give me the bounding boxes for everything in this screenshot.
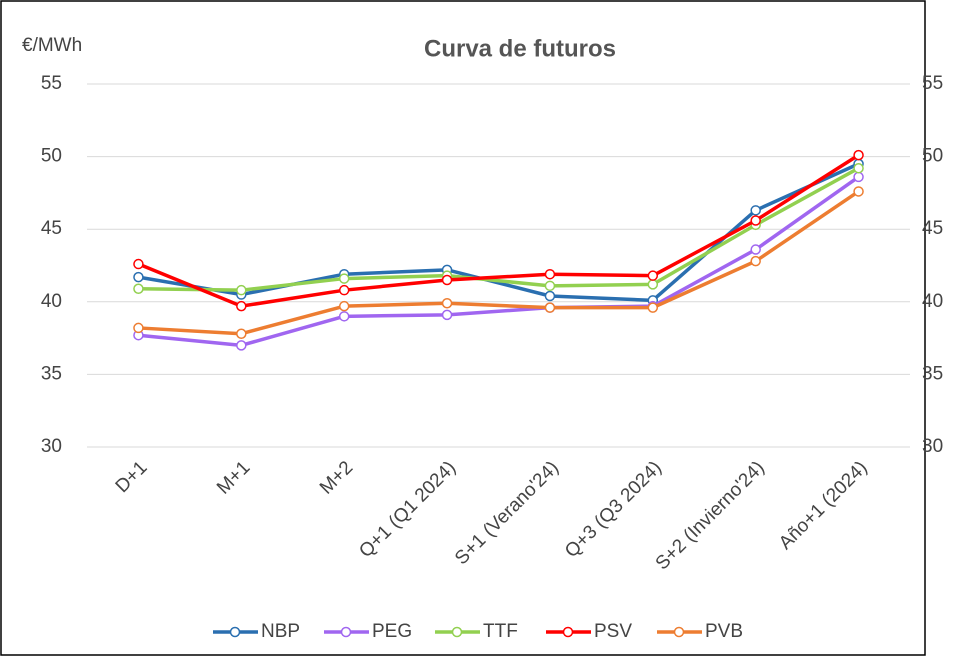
y-axis-label: €/MWh xyxy=(22,35,82,56)
legend-marker xyxy=(562,626,574,638)
point-marker xyxy=(853,186,864,197)
point-marker xyxy=(853,162,864,174)
point-marker xyxy=(133,258,144,270)
point-marker xyxy=(647,279,659,290)
point-marker xyxy=(647,270,659,281)
point-marker xyxy=(236,328,247,339)
legend-label: PEG xyxy=(372,621,412,642)
point-marker xyxy=(236,340,247,351)
point-marker xyxy=(853,171,864,183)
y-tick-label: 55 xyxy=(41,73,62,94)
y-tick-label: 45 xyxy=(41,218,62,239)
legend-marker xyxy=(340,626,352,638)
point-marker xyxy=(750,205,761,216)
point-marker xyxy=(338,300,350,312)
point-marker xyxy=(750,255,761,267)
legend-label: NBP xyxy=(261,621,300,642)
series-line xyxy=(138,175,860,348)
y2-tick-label: 50 xyxy=(922,146,943,167)
point-marker xyxy=(338,273,350,284)
legend-label: PSV xyxy=(594,621,632,642)
point-marker xyxy=(338,284,350,296)
y-tick-label: 50 xyxy=(41,146,62,167)
point-marker xyxy=(544,268,556,280)
point-marker xyxy=(441,298,453,309)
point-marker xyxy=(338,311,350,322)
y2-tick-label: 35 xyxy=(922,363,943,384)
point-marker xyxy=(236,284,247,296)
chart-title: Curva de futuros xyxy=(424,35,616,62)
y-tick-label: 40 xyxy=(41,291,62,312)
series-line xyxy=(137,153,860,308)
point-marker xyxy=(544,290,556,302)
point-marker xyxy=(544,302,556,313)
point-marker xyxy=(441,309,453,321)
point-marker xyxy=(853,149,864,161)
legend-marker xyxy=(229,626,241,638)
point-marker xyxy=(133,283,144,294)
series-line xyxy=(138,166,860,292)
point-marker xyxy=(750,215,761,226)
y2-tick-label: 55 xyxy=(922,73,943,94)
y2-tick-label: 30 xyxy=(922,436,943,457)
point-marker xyxy=(133,271,144,283)
point-marker xyxy=(544,280,556,292)
y2-tick-label: 45 xyxy=(922,218,943,239)
point-marker xyxy=(133,322,144,334)
y-tick-label: 30 xyxy=(41,436,62,457)
series-line xyxy=(138,189,860,336)
point-marker xyxy=(236,300,247,312)
legend-marker xyxy=(673,626,685,638)
y-tick-label: 35 xyxy=(41,363,62,384)
point-marker xyxy=(750,244,761,255)
point-marker xyxy=(647,302,659,313)
legend-label: TTF xyxy=(483,621,518,642)
point-marker xyxy=(441,274,453,286)
legend-label: PVB xyxy=(705,621,743,642)
y2-tick-label: 40 xyxy=(922,291,943,312)
legend-marker xyxy=(451,626,463,638)
series-line xyxy=(138,162,860,303)
